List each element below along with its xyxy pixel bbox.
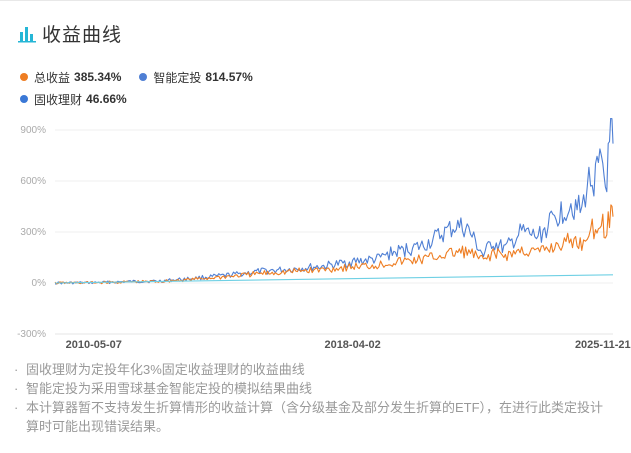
- y-tick-label: 300%: [20, 227, 46, 238]
- legend-value: 814.57%: [205, 70, 253, 84]
- series-line: [54, 118, 614, 285]
- y-tick-label: -300%: [17, 329, 46, 340]
- top-divider: [0, 0, 631, 1]
- legend-dot: [20, 95, 28, 103]
- legend-label: 固收理财: [34, 92, 83, 107]
- series-line: [54, 204, 614, 285]
- chart-legend: 总收益 385.34% 智能定投 814.57% 固收理财 46.66%: [20, 66, 271, 110]
- legend-item-fixed[interactable]: 固收理财 46.66%: [20, 91, 127, 108]
- x-tick-label: 2018-04-02: [324, 339, 380, 350]
- legend-label: 智能定投: [153, 70, 202, 85]
- legend-item-total[interactable]: 总收益 385.34%: [20, 69, 121, 86]
- chart-series: [54, 118, 614, 285]
- y-tick-label: 900%: [20, 125, 46, 136]
- footnote-item: · 智能定投为采用雪球基金智能定投的模拟结果曲线: [14, 381, 313, 396]
- legend-value: 46.66%: [86, 92, 127, 106]
- footnote-item: · 本计算器暂不支持发生折算情形的收益计算（含分级基金及部分发生折算的ETF），在…: [14, 400, 604, 434]
- footnote-item: · 固收理财为定投年化3%固定收益理财的收益曲线: [14, 362, 305, 377]
- y-tick-label: 600%: [20, 176, 46, 187]
- legend-dot: [139, 73, 148, 81]
- legend-label: 总收益: [34, 70, 71, 85]
- x-axis: 2010-05-07 2018-04-02 2025-11-21: [55, 333, 631, 350]
- header: 收益曲线: [18, 20, 122, 47]
- line-chart[interactable]: 900% 600% 300% 0% -300% 2010-05-07 2018-04-02…: [0, 118, 631, 350]
- x-tick-label: 2025-11-21: [575, 339, 631, 350]
- bar-chart-icon: [18, 26, 36, 42]
- footnotes: · 固收理财为定投年化3%固定收益理财的收益曲线 · 智能定投为采用雪球基金智能定投…: [14, 360, 614, 436]
- legend-dot: [20, 73, 28, 81]
- y-axis: 900% 600% 300% 0% -300%: [17, 125, 46, 340]
- legend-value: 385.34%: [74, 70, 122, 84]
- series-line: [54, 274, 614, 284]
- y-tick-label: 0%: [32, 278, 47, 289]
- x-tick-label: 2010-05-07: [66, 339, 122, 350]
- page-title: 收益曲线: [42, 25, 123, 46]
- legend-item-smart[interactable]: 智能定投 814.57%: [139, 69, 253, 86]
